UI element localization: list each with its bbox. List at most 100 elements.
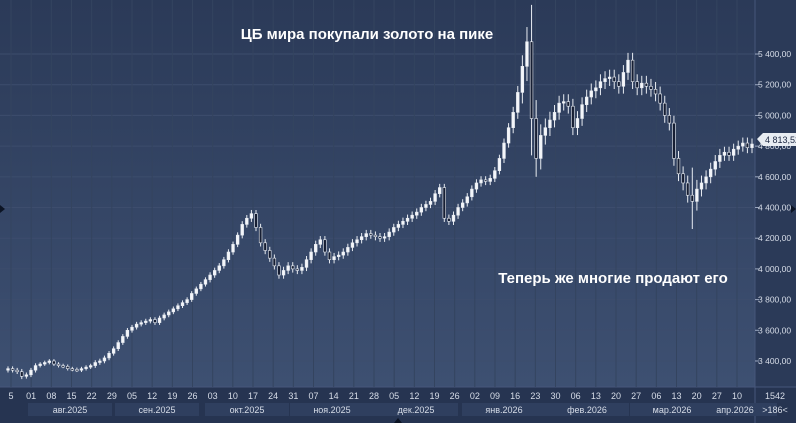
candle-body [708, 168, 713, 178]
y-tick-label: 4 600,00 [758, 172, 791, 182]
candle-body [84, 366, 88, 369]
candle-body [314, 244, 318, 253]
candle-body [456, 207, 460, 216]
candle-body [249, 213, 254, 219]
x-day-label: 20 [692, 391, 702, 401]
candle-body [713, 161, 717, 170]
candle-body [483, 179, 488, 182]
annotation-top: ЦБ мира покупали золото на пике [241, 26, 493, 43]
candle-body [405, 217, 410, 222]
candle-body [447, 217, 451, 222]
candle-body [336, 254, 341, 257]
candle-body [153, 319, 157, 323]
candle-body [190, 293, 194, 300]
candle-body [341, 251, 345, 256]
candle-body [580, 104, 584, 119]
y-tick-label: 5 200,00 [758, 80, 791, 90]
candle-body [6, 368, 10, 371]
candle-body [658, 93, 662, 104]
y-tick-label: 3 800,00 [758, 295, 791, 305]
candle-body [736, 145, 740, 150]
candle-body [157, 317, 162, 323]
gridlines [0, 53, 755, 362]
candle-body [29, 369, 33, 376]
x-day-label: 14 [329, 391, 339, 401]
candle-body [148, 319, 153, 322]
x-month-label: ноя.2025 [313, 405, 350, 415]
candle-body [139, 322, 143, 325]
bottom-scroll-marker[interactable] [394, 418, 402, 423]
candle-body [309, 251, 313, 260]
candle-body [653, 89, 658, 95]
candle-body [415, 211, 419, 216]
candle-body [630, 59, 635, 82]
x-day-labels: 5 01 08 15 22 29 05 12 19 26 03 10 17 24 31 07 14 21 28 05 1… [8, 391, 742, 401]
candle-body [575, 118, 580, 129]
x-day-label: 05 [389, 391, 399, 401]
candle-body [318, 239, 322, 245]
x-month-labels: авг.2025 сен.2025 окт.2025 ноя.2025 дек.2025… [28, 403, 777, 416]
x-month-label: дек.2025 [398, 405, 435, 415]
candle-body [506, 127, 511, 144]
candle-body [502, 142, 506, 159]
candle-body [667, 115, 672, 124]
candle-body [176, 305, 180, 310]
right-scroll-marker[interactable] [791, 205, 796, 213]
corner-top-label: 1542 [765, 391, 785, 401]
x-day-label: 05 [127, 391, 137, 401]
left-scroll-marker[interactable] [0, 205, 5, 213]
candle-body [396, 224, 401, 228]
candle-body [460, 202, 465, 208]
candle-body [552, 112, 557, 121]
x-day-label: 31 [288, 391, 298, 401]
y-tick-label: 4 800,00 [758, 141, 791, 151]
candle-body [424, 204, 428, 208]
x-day-label: 06 [571, 391, 581, 401]
x-day-label: 19 [167, 391, 177, 401]
candle-body [686, 182, 690, 196]
x-day-label: 16 [510, 391, 520, 401]
candle-body [125, 329, 130, 337]
candle-body [497, 158, 502, 171]
candle-body [111, 348, 116, 354]
x-day-label: 06 [651, 391, 661, 401]
candle-body [676, 158, 681, 175]
candle-body [107, 353, 111, 359]
candle-body [217, 265, 221, 271]
candle-body [419, 207, 424, 213]
x-day-label: 15 [66, 391, 76, 401]
candle-body [185, 299, 189, 303]
candle-body [355, 239, 359, 244]
candle-body [102, 357, 107, 362]
x-day-label: 27 [712, 391, 722, 401]
candle-body [130, 326, 134, 331]
x-month-box [462, 403, 546, 416]
candle-body [300, 267, 304, 271]
candle-body [15, 369, 19, 373]
candle-body [672, 122, 676, 159]
candle-body [548, 119, 552, 129]
candle-body [731, 148, 736, 156]
candle-body [70, 368, 74, 371]
candle-body [245, 217, 249, 225]
x-day-label: 01 [26, 391, 36, 401]
candle-body [566, 101, 570, 107]
candle-body [332, 256, 336, 260]
x-day-label: 29 [107, 391, 117, 401]
corner-box[interactable]: 1542 >186< [762, 391, 788, 415]
candle-body [438, 187, 442, 194]
x-day-label: 27 [631, 391, 641, 401]
candle-body [745, 142, 750, 148]
candle-body [346, 247, 350, 253]
x-month-label: авг.2025 [53, 405, 88, 415]
candle-body [571, 105, 575, 129]
candle-body [529, 41, 534, 119]
candle-body [750, 143, 754, 148]
candle-body [539, 135, 543, 159]
x-month-label: окт.2025 [230, 405, 265, 415]
candle-body [488, 178, 492, 182]
candle-body [516, 92, 520, 113]
